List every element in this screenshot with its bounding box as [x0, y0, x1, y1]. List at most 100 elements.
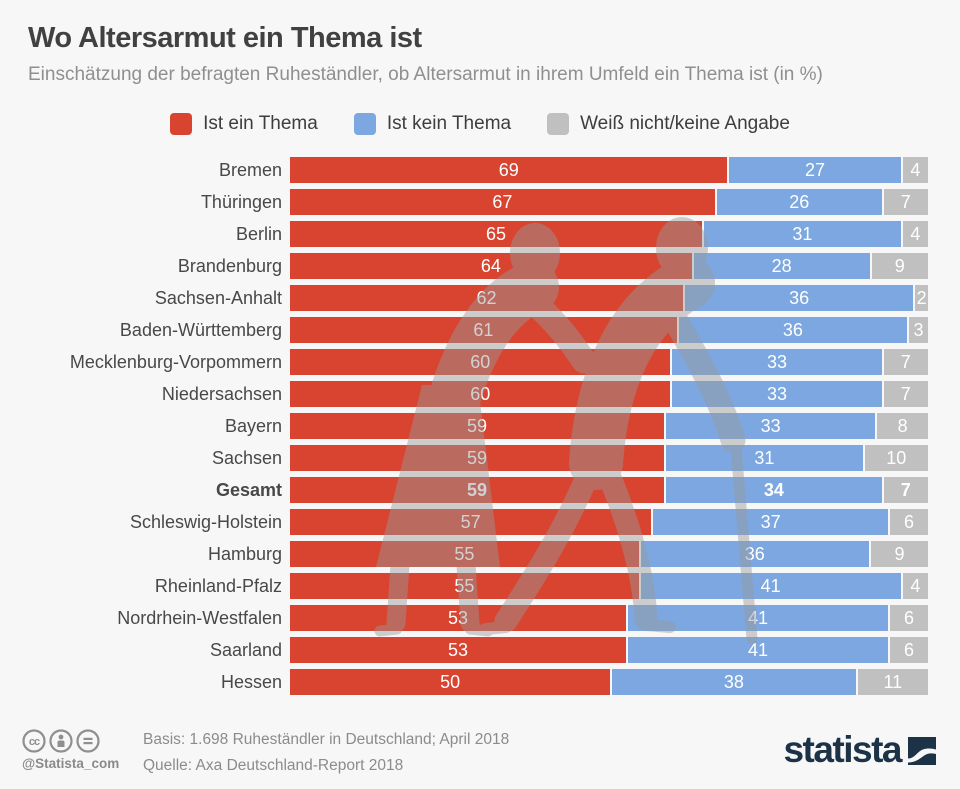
- category-label: Baden-Württemberg: [119, 319, 282, 340]
- chart-row-rheinland-pfalz: Rheinland-Pfalz 55 41 4: [0, 573, 960, 600]
- bar-segment: 62: [290, 285, 684, 312]
- bar-segment: 55: [290, 541, 639, 568]
- chart-row-saarland: Saarland 53 41 6: [0, 637, 960, 664]
- bar-segment: 59: [290, 413, 665, 440]
- bar-segment: 33: [672, 349, 882, 376]
- legend-item: Ist kein Thema: [353, 113, 511, 136]
- bar-value: 7: [900, 351, 911, 372]
- bar-value: 7: [900, 191, 911, 212]
- bar-value: 6: [903, 511, 914, 532]
- bar-value: 37: [760, 511, 781, 532]
- bar-value: 9: [894, 255, 905, 276]
- chart-row-sachsen-anhalt: Sachsen-Anhalt 62 36 2: [0, 285, 960, 312]
- bar-segment: 6: [889, 637, 928, 664]
- attribution-icon[interactable]: [49, 729, 73, 753]
- source-note: Quelle: Axa Deutschland-Report 2018: [143, 757, 404, 774]
- bar-value: 61: [473, 319, 494, 340]
- chart-row-hamburg: Hamburg 55 36 9: [0, 541, 960, 568]
- bar-segment: 36: [685, 285, 914, 312]
- bar-value: 31: [754, 447, 775, 468]
- chart-row-schleswig-holstein: Schleswig-Holstein 57 37 6: [0, 509, 960, 536]
- bar-value: 4: [910, 575, 921, 596]
- bar-segment: 34: [666, 477, 882, 504]
- bar-segment: 38: [612, 669, 856, 696]
- bar-segment: 4: [902, 221, 928, 248]
- no-derivatives-icon[interactable]: [76, 729, 100, 753]
- chart-row-brandenburg: Brandenburg 64 28 9: [0, 253, 960, 280]
- chart-row-th-ringen: Thüringen 67 26 7: [0, 189, 960, 216]
- bar-value: 55: [454, 543, 475, 564]
- bar-value: 3: [913, 319, 924, 340]
- bar-segment: 3: [908, 317, 928, 344]
- chart-row-bremen: Bremen 69 27 4: [0, 157, 960, 184]
- bar-value: 59: [467, 447, 488, 468]
- source-block: Basis: 1.698 Ruheständler in Deutschland…: [143, 727, 509, 779]
- bar-value: 33: [760, 415, 781, 436]
- category-label: Bayern: [224, 415, 282, 436]
- bar-value: 53: [447, 607, 469, 628]
- bar-value: 69: [498, 159, 519, 180]
- category-label: Sachsen-Anhalt: [154, 287, 282, 308]
- bar-value: 41: [747, 639, 768, 660]
- chart-row-nordrhein-westfalen: Nordrhein-Westfalen 53 41 6: [0, 605, 960, 632]
- bar-value: 6: [903, 639, 914, 660]
- license-icons: cc: [22, 729, 119, 753]
- bar-segment: 60: [290, 381, 671, 408]
- category-label: Brandenburg: [177, 255, 282, 276]
- bar-value: 26: [789, 191, 810, 212]
- category-label: Bremen: [218, 159, 282, 180]
- bar-value: 62: [476, 287, 497, 308]
- bar-segment: 60: [290, 349, 671, 376]
- page-title: Wo Altersarmut ein Thema ist: [28, 22, 422, 54]
- bar-segment: 33: [666, 413, 876, 440]
- bar-value: 41: [747, 607, 768, 628]
- bar-value: 65: [486, 223, 507, 244]
- bar-value: 59: [467, 479, 488, 500]
- legend-item: Weiß nicht/keine Angabe: [547, 113, 790, 136]
- stacked-bar: 62 36 2: [290, 285, 928, 312]
- footer: cc @Statista_com Basis: 1.698 Ruheständl…: [0, 726, 960, 789]
- category-label: Berlin: [235, 223, 282, 244]
- bar-value: 60: [470, 351, 491, 372]
- bar-segment: 41: [628, 605, 888, 632]
- category-label: Saarland: [209, 639, 282, 660]
- bar-segment: 9: [870, 541, 928, 568]
- twitter-handle[interactable]: @Statista_com: [22, 756, 120, 771]
- category-label: Hamburg: [207, 543, 282, 564]
- bar-segment: 9: [871, 253, 929, 280]
- bar-segment: 64: [290, 253, 692, 280]
- statista-logo[interactable]: statista: [783, 729, 936, 770]
- stacked-bar: 53 41 6: [290, 605, 928, 632]
- bar-value: 2: [916, 287, 927, 308]
- bar-segment: 6: [889, 509, 928, 536]
- cc-icon[interactable]: cc: [22, 729, 46, 753]
- category-label: Gesamt: [215, 479, 282, 500]
- bar-value: 64: [480, 255, 501, 276]
- bar-segment: 10: [864, 445, 929, 472]
- bar-value: 9: [894, 543, 905, 564]
- bar-value: 7: [900, 383, 911, 404]
- stacked-bar: 65 31 4: [290, 221, 928, 248]
- bar-segment: 6: [889, 605, 928, 632]
- bar-segment: 41: [628, 637, 888, 664]
- bar-value: 10: [886, 447, 907, 468]
- chart-row-berlin: Berlin 65 31 4: [0, 221, 960, 248]
- bar-value: 41: [760, 575, 781, 596]
- statista-logo-text: statista: [783, 729, 902, 770]
- stacked-bar: 67 26 7: [290, 189, 928, 216]
- bar-segment: 7: [883, 189, 928, 216]
- bar-segment: 59: [290, 477, 665, 504]
- bar-segment: 61: [290, 317, 677, 344]
- category-label: Thüringen: [200, 191, 282, 212]
- bar-segment: 69: [290, 157, 728, 184]
- bar-value: 7: [900, 479, 911, 500]
- stacked-bar: 59 31 10: [290, 445, 929, 472]
- legend-label: Weiß nicht/keine Angabe: [580, 113, 790, 135]
- stacked-bar: 59 34 7: [290, 477, 928, 504]
- bar-segment: 50: [290, 669, 611, 696]
- stacked-bar: 50 38 11: [290, 669, 928, 696]
- bar-value: 33: [767, 351, 788, 372]
- stacked-bar: 59 33 8: [290, 413, 928, 440]
- stacked-bar: 55 41 4: [290, 573, 928, 600]
- bar-value: 57: [460, 511, 481, 532]
